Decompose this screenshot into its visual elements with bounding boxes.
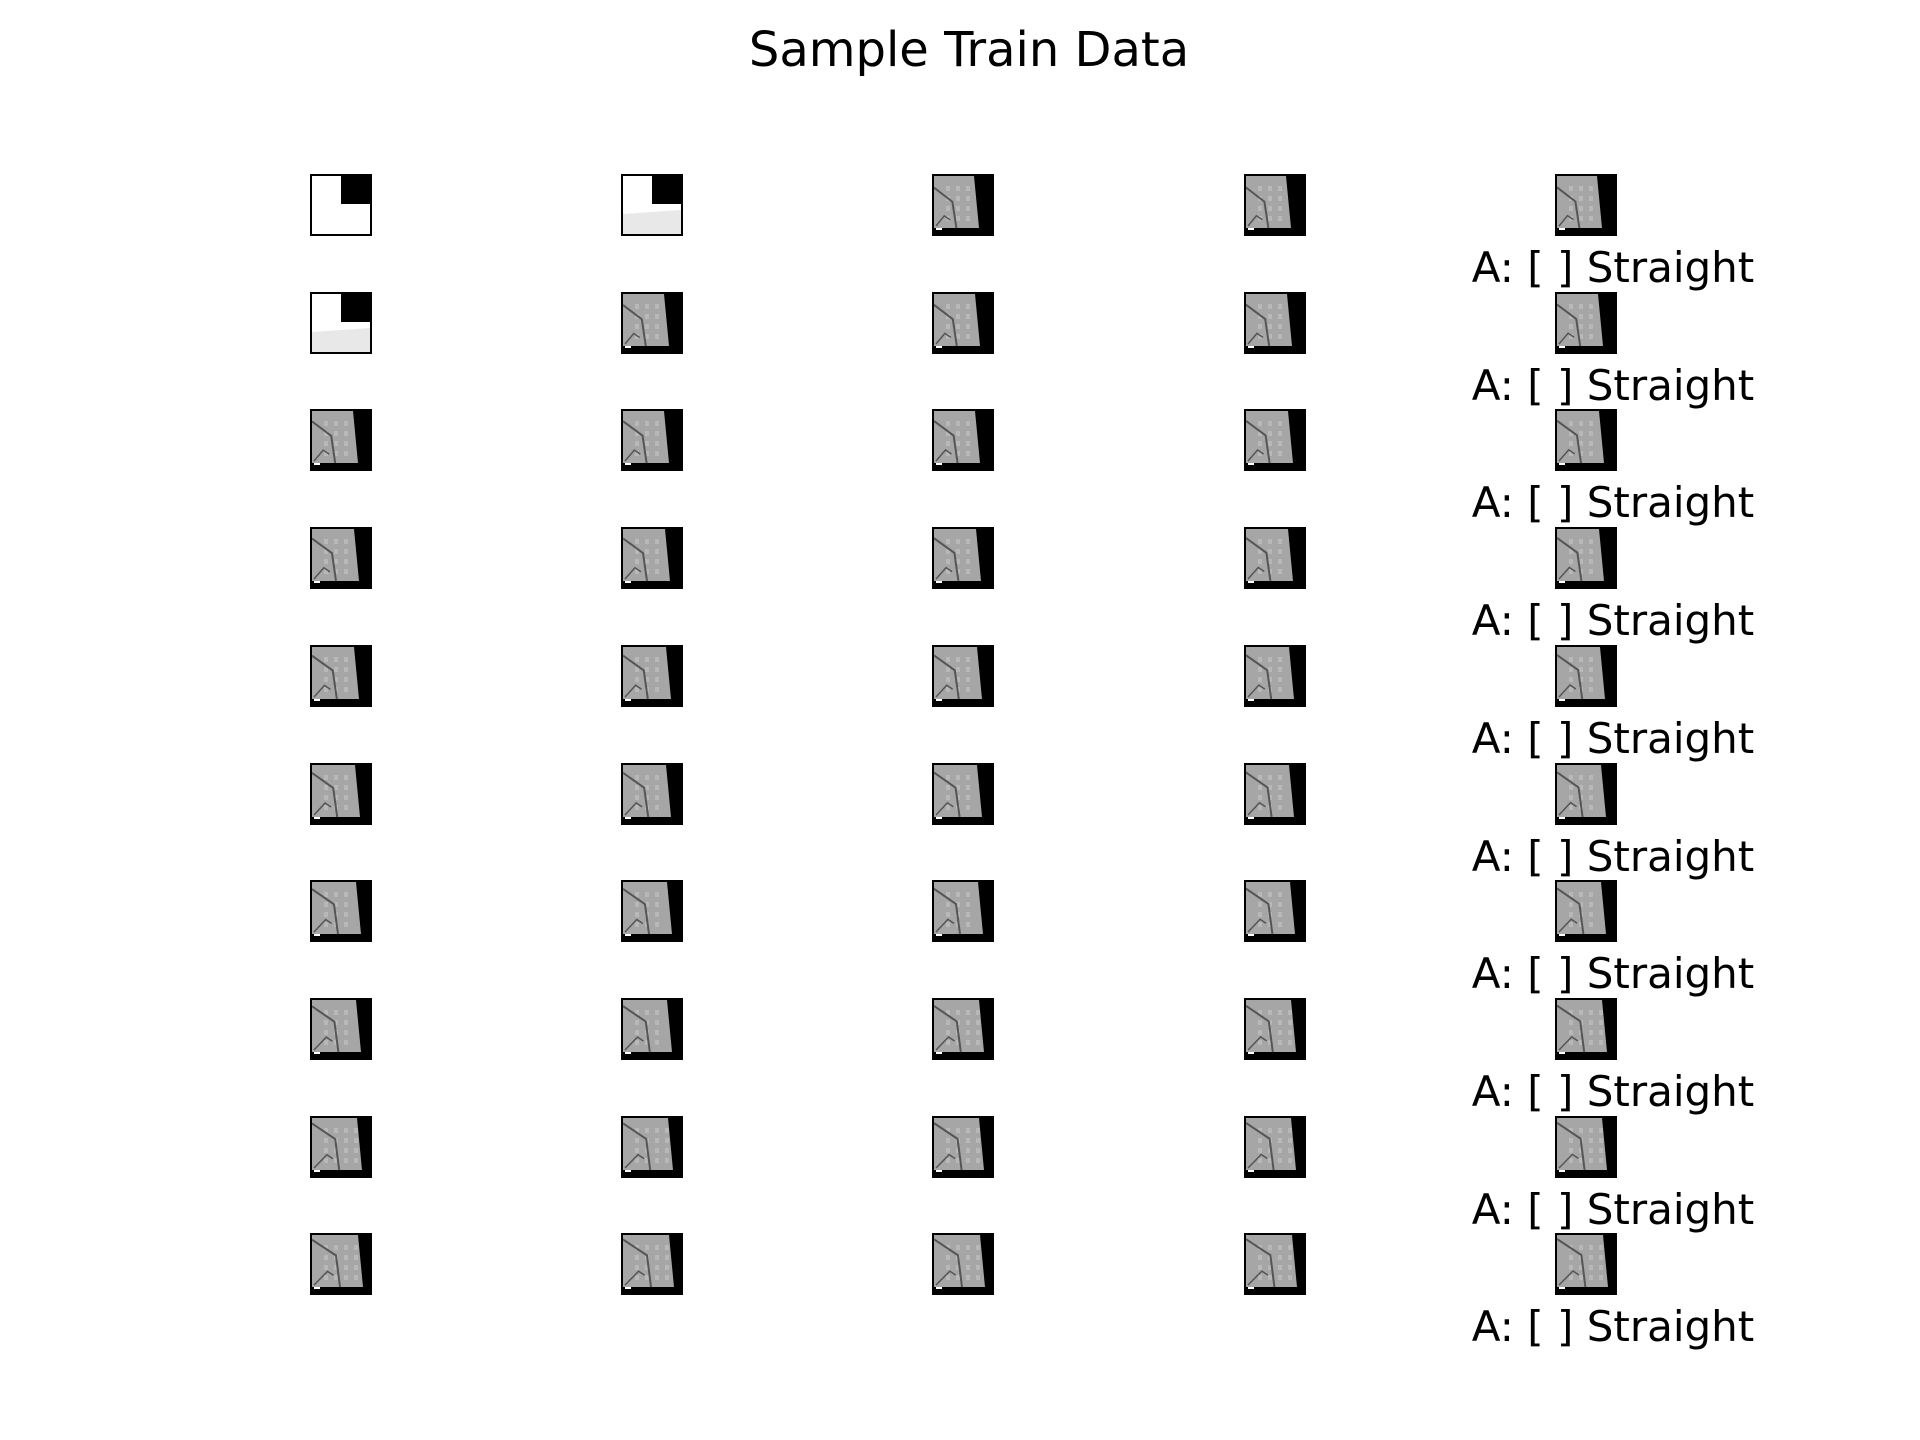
sample-frame: [1555, 763, 1617, 825]
sample-frame: [310, 1116, 372, 1178]
sample-frame: [1244, 1233, 1306, 1295]
sample-frame: [621, 292, 683, 354]
frame-caption: A: [ ] Straight: [1471, 832, 1755, 881]
sample-frame: [1555, 292, 1617, 354]
sample-frame: [310, 998, 372, 1060]
sample-frame: [1244, 1116, 1306, 1178]
sample-frame: [1244, 409, 1306, 471]
sample-frame: [1555, 1116, 1617, 1178]
frame-caption: A: [ ] Straight: [1471, 1067, 1755, 1116]
frame-caption: A: [ ] Straight: [1471, 361, 1755, 410]
sample-frame: [932, 645, 994, 707]
frame-caption: A: [ ] Straight: [1471, 1185, 1755, 1234]
sample-frame: [621, 1116, 683, 1178]
sample-frame: [1555, 527, 1617, 589]
sample-frame: [310, 292, 372, 354]
sample-frame: [1244, 292, 1306, 354]
sample-frame: [621, 998, 683, 1060]
sample-frame: [932, 1233, 994, 1295]
sample-frame: [1555, 409, 1617, 471]
sample-frame: [310, 1233, 372, 1295]
sample-frame: [932, 1116, 994, 1178]
sample-frame: [932, 292, 994, 354]
sample-frame: [1244, 763, 1306, 825]
frame-caption: A: [ ] Straight: [1471, 1302, 1755, 1351]
sample-frame: [1244, 880, 1306, 942]
frame-caption: A: [ ] Straight: [1471, 478, 1755, 527]
sample-frame: [621, 1233, 683, 1295]
frame-caption: A: [ ] Straight: [1471, 596, 1755, 645]
sample-frame: [310, 409, 372, 471]
sample-frame: [1244, 527, 1306, 589]
sample-frame: [621, 174, 683, 236]
sample-frame: [621, 880, 683, 942]
sample-frame: [932, 880, 994, 942]
sample-frame: [621, 409, 683, 471]
figure-title: Sample Train Data: [748, 22, 1190, 78]
sample-frame: [1555, 998, 1617, 1060]
sample-frame: [310, 527, 372, 589]
frame-caption: A: [ ] Straight: [1471, 714, 1755, 763]
sample-frame: [932, 409, 994, 471]
frame-caption: A: [ ] Straight: [1471, 949, 1755, 998]
sample-frame: [1555, 645, 1617, 707]
sample-frame: [1244, 998, 1306, 1060]
sample-frame: [1555, 880, 1617, 942]
sample-frame: [1244, 174, 1306, 236]
sample-frame: [621, 763, 683, 825]
sample-frame: [310, 880, 372, 942]
sample-frame: [1555, 1233, 1617, 1295]
sample-frame: [621, 527, 683, 589]
frame-caption: A: [ ] Straight: [1471, 243, 1755, 292]
sample-frame: [932, 763, 994, 825]
sample-frame: [1244, 645, 1306, 707]
sample-frame: [932, 174, 994, 236]
sample-frame: [310, 174, 372, 236]
sample-frame: [932, 998, 994, 1060]
sample-frame: [310, 645, 372, 707]
sample-frame: [621, 645, 683, 707]
sample-frame: [1555, 174, 1617, 236]
sample-frame: [932, 527, 994, 589]
sample-frame: [310, 763, 372, 825]
